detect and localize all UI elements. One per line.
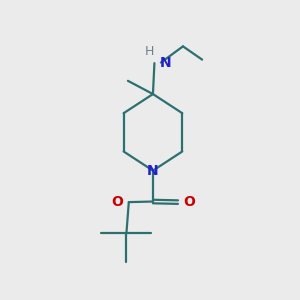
Text: N: N	[147, 164, 159, 178]
Text: O: O	[183, 195, 195, 209]
Text: O: O	[112, 195, 124, 209]
Text: H: H	[144, 45, 154, 58]
Text: N: N	[160, 56, 171, 70]
